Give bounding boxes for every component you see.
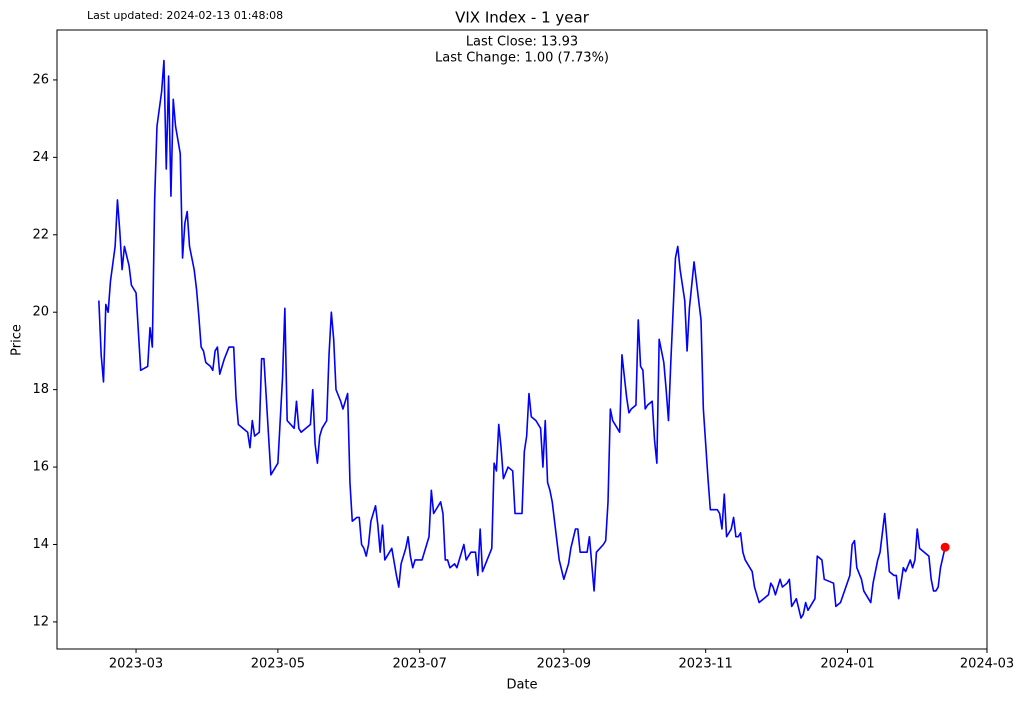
annotation: Last Close: 13.93 bbox=[466, 35, 578, 50]
x-tick-label: 2024-01 bbox=[820, 657, 874, 672]
price-line bbox=[98, 59, 946, 619]
y-axis-label: Price bbox=[10, 324, 25, 356]
last-updated: Last updated: 2024-02-13 01:48:08 bbox=[87, 9, 283, 22]
x-axis-label: Date bbox=[506, 678, 537, 693]
y-tick-label: 24 bbox=[32, 150, 49, 165]
x-tick-label: 2023-03 bbox=[109, 657, 163, 672]
y-tick-label: 16 bbox=[32, 460, 49, 475]
plot-frame bbox=[56, 29, 988, 650]
x-tick-label: 2023-11 bbox=[679, 657, 733, 672]
chart-title: VIX Index - 1 year bbox=[455, 9, 590, 27]
y-tick-label: 20 bbox=[32, 305, 49, 320]
x-tick-label: 2023-07 bbox=[393, 657, 447, 672]
y-tick-label: 22 bbox=[32, 227, 49, 242]
last-point bbox=[940, 542, 950, 552]
x-tick-label: 2023-05 bbox=[251, 657, 305, 672]
annotation: Last Change: 1.00 (7.73%) bbox=[435, 51, 609, 66]
y-tick-label: 14 bbox=[32, 537, 49, 552]
x-tick-label: 2024-03 bbox=[960, 657, 1014, 672]
x-tick-label: 2023-09 bbox=[537, 657, 591, 672]
y-tick-label: 12 bbox=[32, 614, 49, 629]
y-tick-label: 26 bbox=[32, 72, 49, 87]
y-tick-label: 18 bbox=[32, 382, 49, 397]
